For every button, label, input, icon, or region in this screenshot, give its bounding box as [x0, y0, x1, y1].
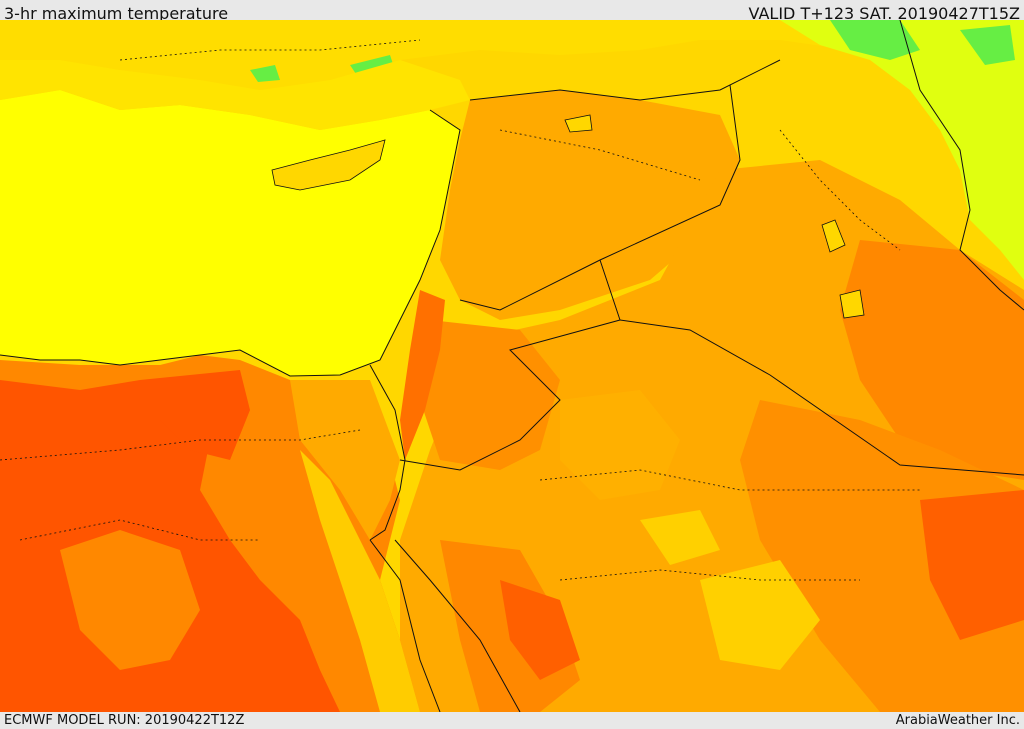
egypt-delta — [140, 370, 250, 460]
saudi-yellow-patch — [700, 560, 820, 670]
lake-1 — [821, 219, 846, 253]
israel-strip — [400, 290, 445, 460]
valid-time: VALID T+123 SAT. 20190427T15Z — [748, 4, 1020, 23]
iraq-hot — [840, 240, 1024, 480]
turkey-green-1 — [250, 65, 280, 82]
map-title: 3-hr maximum temperature — [4, 4, 229, 23]
temperature-map — [0, 20, 1024, 712]
saudi-coast-hot — [500, 580, 580, 680]
model-run: ECMWF MODEL RUN: 20190422T12Z — [4, 713, 245, 728]
syria-warm — [440, 90, 740, 320]
ne-green-patch — [830, 20, 920, 60]
lake-3 — [564, 114, 593, 133]
sea-north-blend — [0, 60, 470, 130]
redsea — [300, 450, 420, 712]
cyprus — [271, 139, 386, 191]
country-borders — [0, 20, 1024, 712]
province-borders — [0, 39, 920, 581]
mediterranean-sea — [0, 90, 460, 376]
saudi-light — [560, 390, 680, 500]
ne-green-patch-2 — [960, 25, 1015, 65]
jordan-hot — [420, 320, 560, 470]
saudi-yellow-patch-2 — [640, 510, 720, 565]
lake-2 — [839, 289, 865, 319]
sinai — [290, 380, 400, 540]
egypt-mid — [60, 530, 200, 670]
credit: ArabiaWeather Inc. — [895, 713, 1020, 728]
se-very-hot — [920, 490, 1024, 640]
saudi-hot — [740, 400, 1024, 712]
ne-cool-area — [780, 20, 1024, 280]
